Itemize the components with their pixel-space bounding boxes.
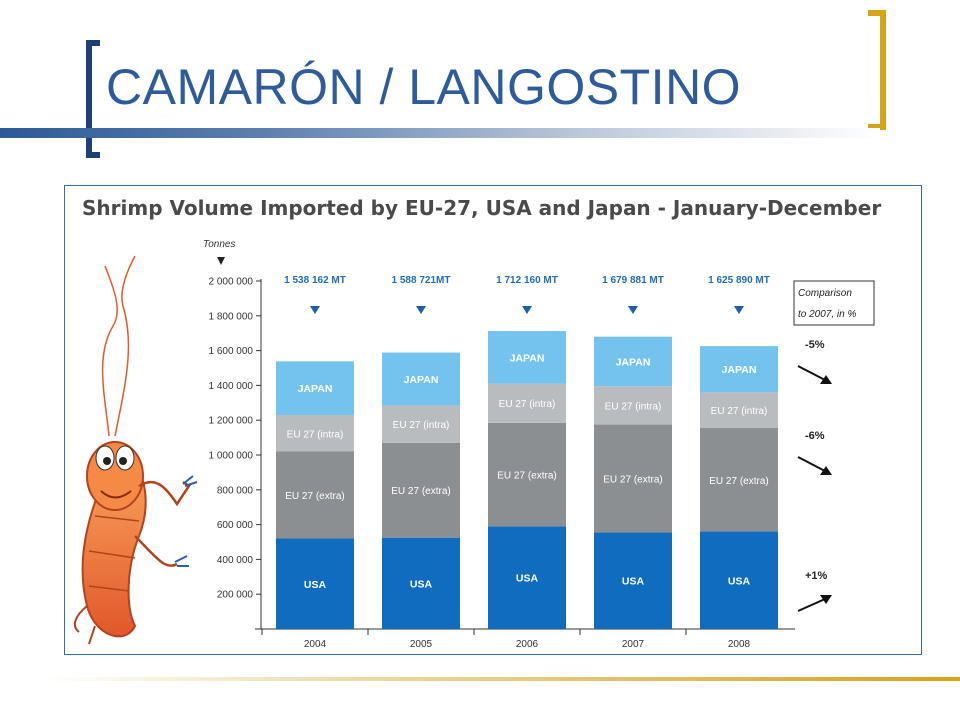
bar-segment-2-3 [488, 331, 566, 384]
bar-segment-4-1 [700, 428, 778, 532]
x-tick-label: 2008 [728, 639, 751, 650]
plot-area: Shrimp Volume Imported by EU-27, USA and… [82, 196, 881, 650]
y-tick-label: 1 800 000 [209, 311, 254, 322]
bar-segment-3-1 [594, 424, 672, 533]
comparison-arrow-0 [797, 365, 826, 381]
bar-segment-label: USA [622, 576, 645, 588]
bar-segment-3-0 [594, 532, 672, 629]
comparison-label-line2: to 2007, in % [798, 309, 856, 320]
x-tick-label: 2007 [622, 639, 645, 650]
title-underline-bar [0, 128, 880, 138]
comparison-arrow-2 [797, 598, 826, 612]
bar-segment-0-3 [276, 361, 354, 415]
x-tick-label: 2005 [410, 639, 433, 650]
y-tick-label: 200 000 [217, 590, 254, 601]
comparison-value: -5% [805, 339, 825, 351]
bar-segment-label: USA [728, 575, 751, 587]
y-axis-label-arrow [217, 257, 225, 265]
comparison-arrow-1 [797, 456, 826, 472]
bar-segment-2-2 [488, 383, 566, 423]
comparison-box [793, 280, 875, 326]
comparison-arrow-head-0 [820, 375, 832, 384]
bar-segment-label: EU 27 (extra) [603, 474, 662, 485]
comparison-arrow-head-2 [820, 595, 832, 604]
title-bracket-right [868, 10, 886, 130]
comparison-label-line1: Comparison [798, 288, 852, 299]
bottom-decor-line [40, 677, 960, 681]
comparison-arrow-head-1 [820, 466, 832, 475]
x-tick-label: 2004 [304, 639, 327, 650]
total-marker-3 [628, 306, 638, 314]
bar-segment-2-0 [488, 526, 566, 629]
total-marker-0 [310, 306, 320, 314]
bar-segment-4-2 [700, 392, 778, 429]
comparison-value: +1% [805, 570, 828, 582]
bar-segment-label: EU 27 (intra) [605, 401, 662, 412]
bar-segment-label: JAPAN [616, 356, 651, 368]
bar-segment-4-3 [700, 346, 778, 393]
total-label: 1 679 881 MT [602, 275, 664, 286]
bar-segment-3-3 [594, 336, 672, 387]
bar-segment-2-1 [488, 422, 566, 527]
bar-segment-1-0 [382, 537, 460, 629]
y-tick-label: 1 000 000 [209, 451, 254, 462]
total-label: 1 625 890 MT [708, 275, 770, 286]
y-tick-label: 400 000 [217, 555, 254, 566]
comparison-value: -6% [805, 430, 825, 442]
bar-segment-1-2 [382, 405, 460, 443]
bar-segment-0-2 [276, 414, 354, 452]
bar-segment-label: EU 27 (extra) [391, 486, 450, 497]
stacked-bar-chart: Shrimp Volume Imported by EU-27, USA and… [73, 196, 881, 650]
bar-segment-label: USA [516, 573, 539, 585]
bar-segment-label: EU 27 (extra) [709, 476, 768, 487]
bar-segment-label: EU 27 (intra) [711, 406, 768, 417]
y-tick-label: 1 400 000 [209, 381, 254, 392]
bar-segment-label: USA [304, 579, 327, 591]
total-marker-4 [734, 306, 744, 314]
total-marker-2 [522, 306, 532, 314]
bar-segment-label: JAPAN [298, 383, 333, 395]
title-bracket-left [86, 40, 100, 158]
bar-segment-3-2 [594, 386, 672, 425]
total-label: 1 538 162 MT [284, 275, 346, 286]
slide-title: CAMARÓN / LANGOSTINO [106, 59, 742, 115]
bar-segment-label: JAPAN [510, 352, 545, 364]
bar-segment-1-3 [382, 352, 460, 406]
bar-segment-label: EU 27 (intra) [393, 420, 450, 431]
total-marker-1 [416, 306, 426, 314]
y-tick-label: 2 000 000 [209, 277, 254, 288]
bar-segment-label: EU 27 (intra) [499, 399, 556, 410]
chart-title: Shrimp Volume Imported by EU-27, USA and… [82, 196, 881, 220]
bar-segment-label: EU 27 (intra) [287, 429, 344, 440]
bar-segment-0-1 [276, 451, 354, 539]
total-label: 1 712 160 MT [496, 275, 558, 286]
chart-frame: Shrimp Volume Imported by EU-27, USA and… [64, 185, 922, 655]
bar-segment-label: EU 27 (extra) [497, 471, 556, 482]
y-tick-label: 600 000 [217, 520, 254, 531]
y-axis-label: Tonnes [203, 239, 235, 250]
bar-segment-label: JAPAN [404, 374, 439, 386]
x-tick-label: 2006 [516, 639, 539, 650]
bar-segment-0-0 [276, 538, 354, 629]
y-tick-label: 800 000 [217, 485, 254, 496]
bar-segment-1-1 [382, 442, 460, 538]
bar-segment-label: EU 27 (extra) [285, 491, 344, 502]
bar-segment-label: USA [410, 578, 433, 590]
shrimp-mascot-illustration [73, 255, 198, 645]
y-tick-label: 1 200 000 [209, 416, 254, 427]
bar-segment-4-0 [700, 531, 778, 629]
bar-segment-label: JAPAN [722, 364, 757, 376]
total-label: 1 588 721MT [392, 275, 451, 286]
y-tick-label: 1 600 000 [209, 346, 254, 357]
